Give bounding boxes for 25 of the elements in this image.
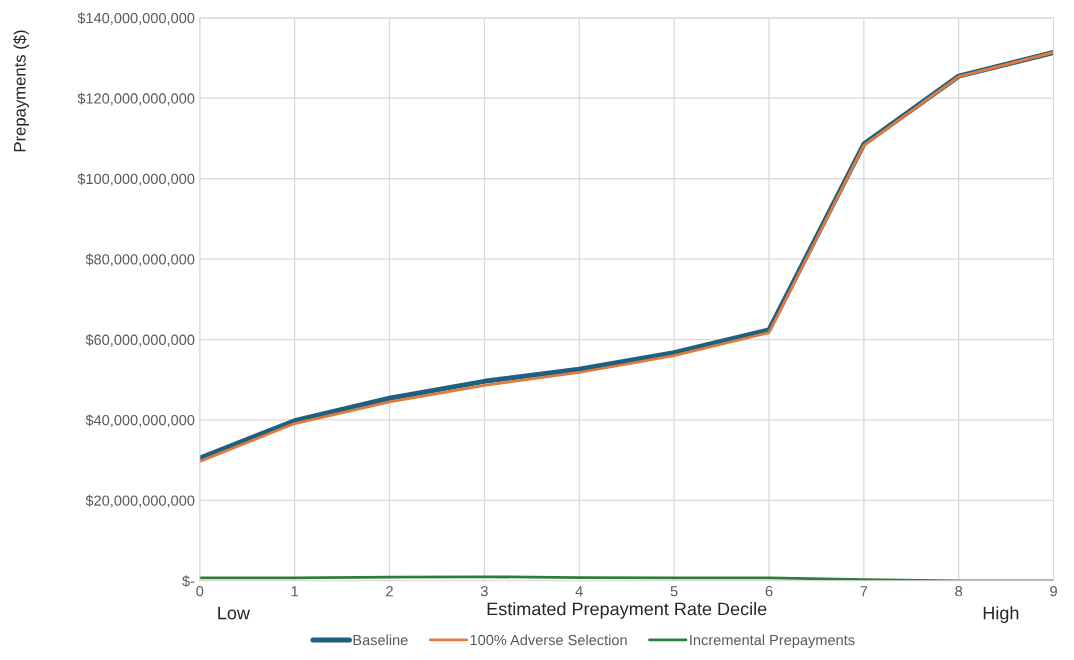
legend-label: Incremental Prepayments — [690, 634, 855, 649]
y-tick-label: $80,000,000,000 — [85, 253, 195, 267]
y-tick-label: $20,000,000,000 — [85, 494, 195, 508]
x-tick-label: 0 — [196, 586, 204, 597]
x-tick-label: 2 — [386, 586, 393, 597]
legend-label: 100% Adverse Selection — [470, 634, 627, 646]
x-tick-label: 3 — [480, 586, 488, 597]
y-tick-label: $- — [182, 575, 195, 588]
x-tick-label: 4 — [575, 586, 583, 597]
y-axis-title: Prepayments ($) — [13, 30, 29, 152]
y-tick-label: $120,000,000,000 — [77, 92, 195, 106]
text: Low — [218, 606, 251, 620]
x-tick-label: 1 — [291, 586, 298, 597]
x-tick-label: 6 — [765, 586, 773, 597]
x-tick-label: 9 — [1050, 586, 1057, 597]
x-tick-label: 7 — [860, 586, 868, 597]
text: High — [983, 606, 1019, 623]
x-tick-label: 8 — [955, 586, 963, 597]
x-axis-title: Estimated Prepayment Rate Decile — [487, 602, 767, 619]
legend-label: Baseline — [353, 634, 408, 646]
y-tick-label: $40,000,000,000 — [85, 414, 195, 428]
x-tick-label: 5 — [670, 586, 678, 597]
y-tick-label: $60,000,000,000 — [85, 334, 195, 347]
y-tick-label: $100,000,000,000 — [77, 173, 195, 186]
y-tick-label: $140,000,000,000 — [77, 12, 195, 25]
